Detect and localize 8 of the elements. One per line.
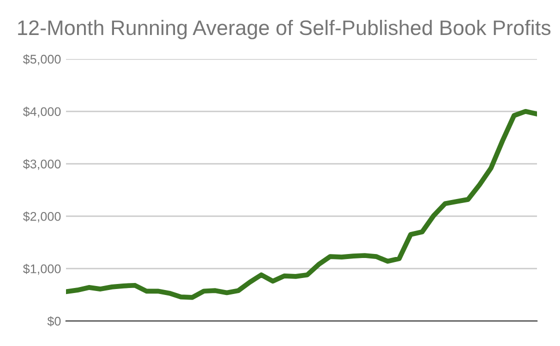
y-tick-label: $1,000	[23, 264, 61, 275]
y-tick-label: $4,000	[23, 106, 61, 118]
line-series	[66, 108, 537, 300]
chart-title: 12-Month Running Average of Self-Published Book Profits	[18, 20, 550, 40]
y-tick-label: $5,000	[23, 54, 61, 66]
y-tick-label: $2,000	[23, 211, 61, 222]
y-tick-label: $0	[47, 316, 61, 326]
y-tick-label: $3,000	[23, 159, 61, 170]
